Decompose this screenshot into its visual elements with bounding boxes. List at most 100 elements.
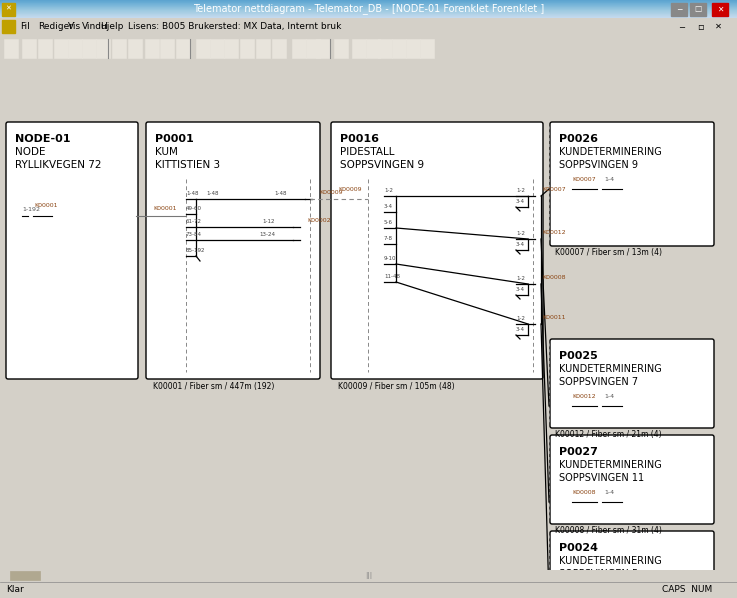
- FancyBboxPatch shape: [146, 122, 320, 379]
- Text: K00008: K00008: [542, 275, 565, 280]
- Bar: [597, 186, 602, 192]
- Bar: [334, 39, 348, 58]
- Bar: [597, 403, 602, 409]
- Text: NODE: NODE: [15, 147, 46, 157]
- Text: 3-4: 3-4: [516, 199, 525, 204]
- Text: Vis: Vis: [68, 22, 81, 31]
- Text: 61-72: 61-72: [186, 219, 202, 224]
- Bar: [378, 39, 392, 58]
- FancyBboxPatch shape: [550, 122, 714, 246]
- Bar: [535, 281, 540, 287]
- Text: SOPPSVINGEN 7: SOPPSVINGEN 7: [559, 377, 638, 387]
- Text: 1-2: 1-2: [384, 188, 393, 193]
- Text: K00007: K00007: [542, 187, 565, 192]
- Text: K00008 / Fiber sm / 31m (4): K00008 / Fiber sm / 31m (4): [555, 526, 662, 535]
- Bar: [535, 236, 540, 242]
- Text: 13-24: 13-24: [259, 232, 275, 237]
- Bar: [316, 39, 330, 58]
- Bar: [96, 39, 110, 58]
- Text: SOPPSVINGEN 9: SOPPSVINGEN 9: [559, 160, 638, 170]
- Bar: [2, 583, 82, 597]
- Text: K00011: K00011: [572, 586, 595, 591]
- Text: ▫: ▫: [696, 22, 703, 32]
- Bar: [160, 39, 174, 58]
- Bar: [38, 39, 52, 58]
- Text: Hjelp: Hjelp: [100, 22, 123, 31]
- Bar: [2, 20, 15, 33]
- Text: K00001: K00001: [34, 203, 57, 208]
- Bar: [352, 39, 366, 58]
- Bar: [306, 39, 320, 58]
- Bar: [112, 39, 126, 58]
- Text: SOPPSVINGEN 5: SOPPSVINGEN 5: [559, 569, 638, 579]
- Text: K00008: K00008: [572, 490, 595, 495]
- Bar: [300, 237, 305, 243]
- Bar: [597, 499, 602, 505]
- Text: 1-192: 1-192: [22, 207, 40, 212]
- Bar: [145, 39, 159, 58]
- Bar: [712, 3, 728, 16]
- Bar: [392, 39, 406, 58]
- Text: P0027: P0027: [559, 447, 598, 457]
- Text: 1-2: 1-2: [516, 316, 525, 321]
- Text: 1-4: 1-4: [604, 177, 614, 182]
- Text: 1-4: 1-4: [604, 586, 614, 591]
- Text: Klar: Klar: [6, 585, 24, 594]
- Text: 7-8: 7-8: [384, 236, 393, 241]
- Text: K00012: K00012: [572, 394, 595, 399]
- Text: K00009 / Fiber sm / 105m (48): K00009 / Fiber sm / 105m (48): [338, 382, 455, 391]
- Text: ─: ─: [680, 22, 685, 31]
- Bar: [54, 39, 68, 58]
- Bar: [535, 193, 540, 199]
- Text: 3-4: 3-4: [516, 287, 525, 292]
- Text: 1-48: 1-48: [186, 191, 198, 196]
- Text: P0025: P0025: [559, 351, 598, 361]
- Text: P0016: P0016: [340, 134, 379, 144]
- Text: KUNDETERMINERING: KUNDETERMINERING: [559, 364, 662, 374]
- Text: 1-48: 1-48: [274, 191, 287, 196]
- Text: K00007: K00007: [572, 177, 595, 182]
- FancyBboxPatch shape: [550, 531, 714, 598]
- Text: |||: |||: [365, 572, 372, 579]
- Text: Lisens: B005 Brukersted: MX Data, Internt bruk: Lisens: B005 Brukersted: MX Data, Intern…: [128, 22, 341, 31]
- Bar: [272, 39, 286, 58]
- Text: 3-4: 3-4: [516, 327, 525, 332]
- Text: K00012: K00012: [542, 230, 565, 235]
- Bar: [10, 571, 40, 580]
- Text: 1-2: 1-2: [516, 276, 525, 281]
- Text: KUNDETERMINERING: KUNDETERMINERING: [559, 556, 662, 566]
- Text: ✕: ✕: [714, 22, 722, 31]
- Bar: [210, 39, 224, 58]
- Text: 11-48: 11-48: [384, 274, 400, 279]
- Bar: [366, 39, 380, 58]
- Bar: [240, 39, 254, 58]
- Text: K00009: K00009: [319, 190, 343, 195]
- Bar: [68, 39, 82, 58]
- Bar: [28, 213, 33, 219]
- Text: K00012 / Fiber sm / 21m (4): K00012 / Fiber sm / 21m (4): [555, 430, 662, 439]
- Text: K00009: K00009: [338, 187, 362, 192]
- Bar: [690, 3, 706, 16]
- Bar: [128, 39, 142, 58]
- Text: K00011: K00011: [542, 315, 565, 320]
- Bar: [224, 39, 238, 58]
- Bar: [4, 39, 18, 58]
- Bar: [671, 3, 687, 16]
- Text: SOPPSVINGEN 9: SOPPSVINGEN 9: [340, 160, 424, 170]
- Text: 5-6: 5-6: [384, 220, 393, 225]
- Bar: [312, 196, 317, 202]
- Text: 85-192: 85-192: [186, 248, 206, 253]
- Text: PIDESTALL: PIDESTALL: [340, 147, 394, 157]
- Text: 1-2: 1-2: [516, 231, 525, 236]
- FancyBboxPatch shape: [6, 122, 138, 379]
- Text: ─: ─: [677, 5, 681, 14]
- Bar: [535, 321, 540, 327]
- Text: 3-4: 3-4: [384, 204, 393, 209]
- Text: KUNDETERMINERING: KUNDETERMINERING: [559, 460, 662, 470]
- Text: 9-10: 9-10: [384, 256, 397, 261]
- Bar: [406, 39, 420, 58]
- Text: SOPPSVINGEN 11: SOPPSVINGEN 11: [559, 473, 644, 483]
- Text: K00001 / Fiber sm / 447m (192): K00001 / Fiber sm / 447m (192): [153, 382, 274, 391]
- Text: P0001: P0001: [155, 134, 194, 144]
- Text: 1-4: 1-4: [604, 394, 614, 399]
